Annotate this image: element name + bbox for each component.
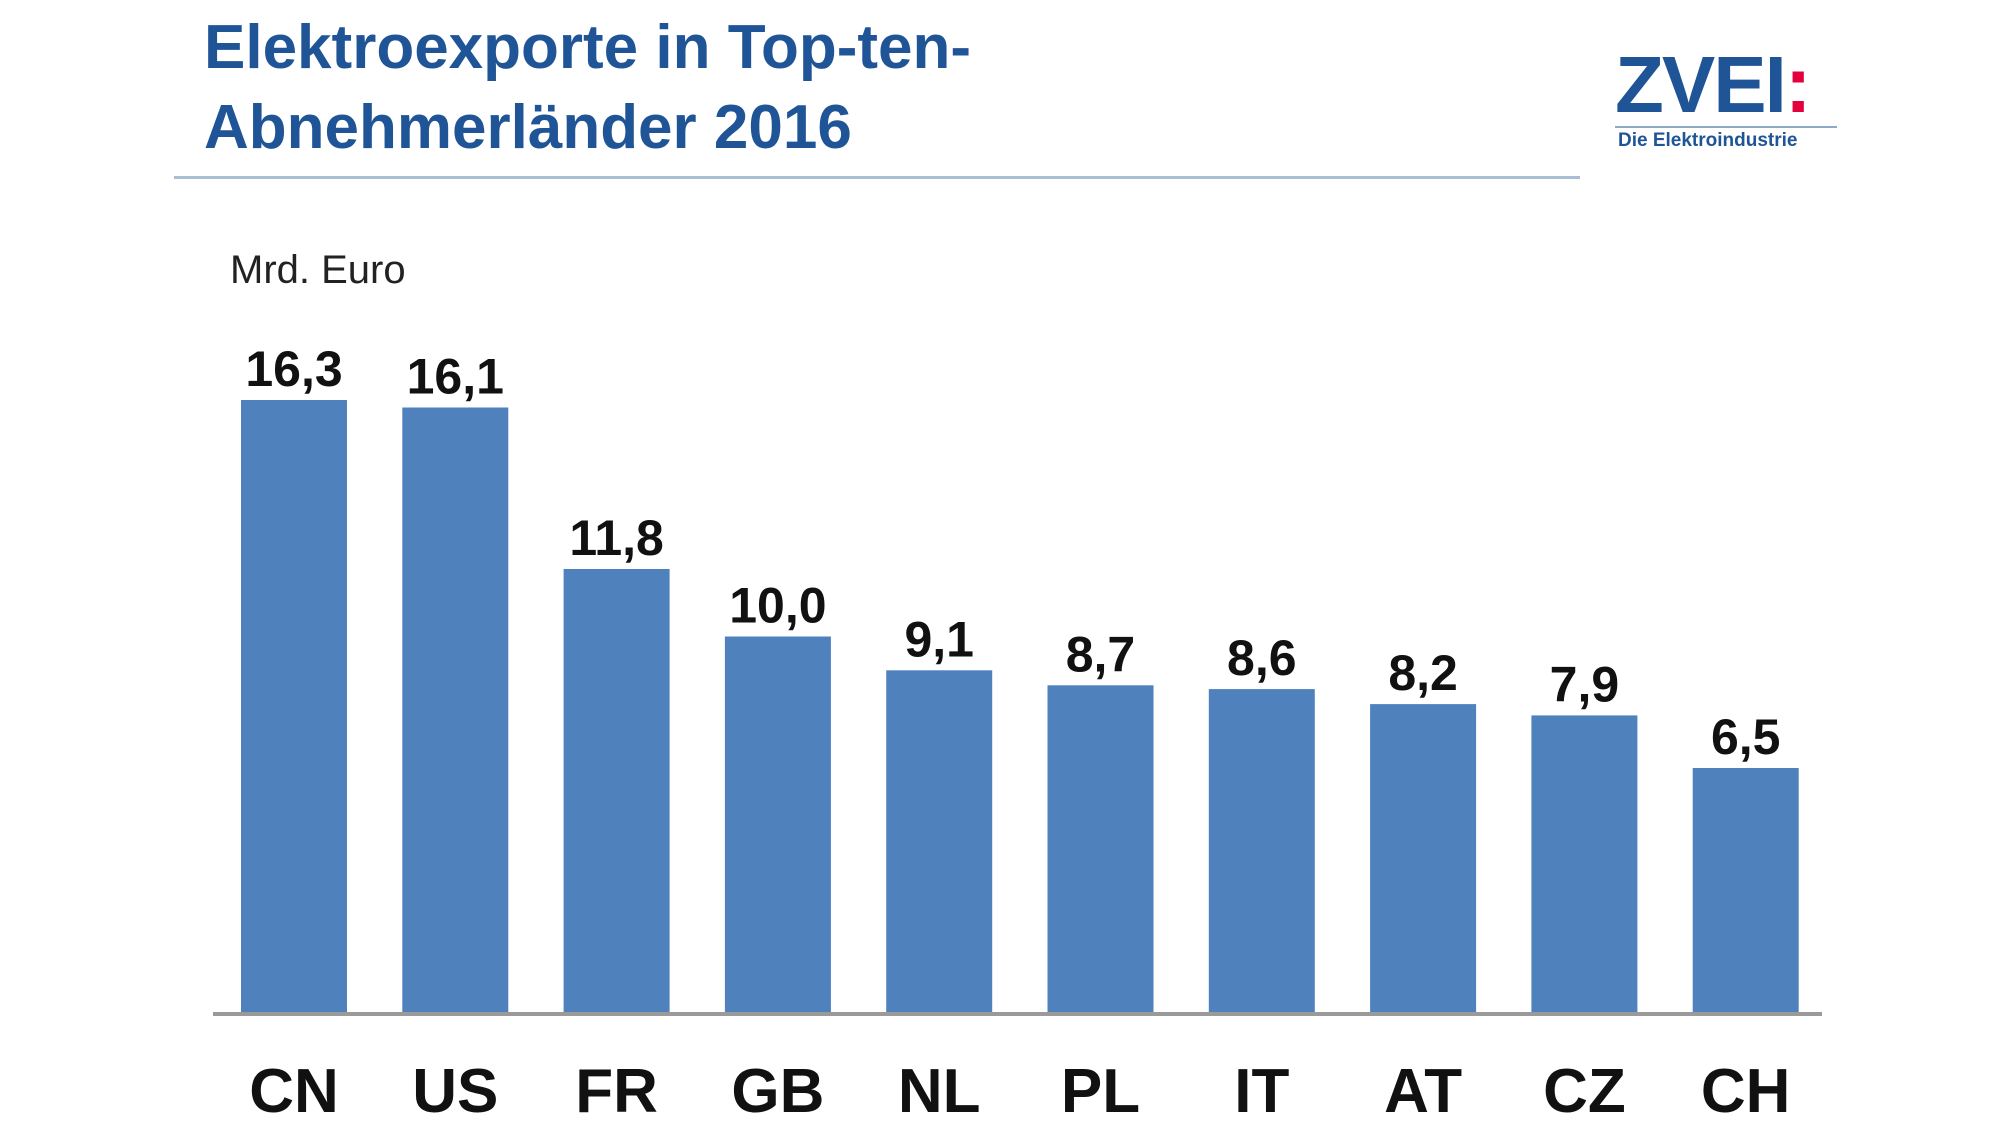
bar-gb — [724, 636, 831, 1012]
bar-ch — [1692, 768, 1799, 1012]
value-label-cn: 16,3 — [245, 341, 342, 397]
bar-fr — [563, 569, 670, 1012]
title-line-2: Abnehmerländer 2016 — [204, 93, 852, 162]
category-label-cn: CN — [249, 1057, 339, 1125]
category-label-at: AT — [1384, 1057, 1462, 1125]
value-label-cz: 7,9 — [1550, 656, 1620, 712]
bar-at — [1370, 704, 1477, 1012]
page-title: Elektroexporte in Top-ten- Abnehmerlände… — [204, 8, 1404, 168]
category-label-nl: NL — [898, 1057, 981, 1125]
value-label-ch: 6,5 — [1711, 709, 1781, 765]
bar-us — [402, 407, 509, 1012]
bar-cz — [1531, 715, 1638, 1012]
bar-nl — [886, 670, 993, 1012]
y-axis-unit-label: Mrd. Euro — [230, 248, 406, 292]
value-label-us: 16,1 — [407, 349, 504, 405]
category-label-it: IT — [1234, 1057, 1289, 1125]
category-label-us: US — [412, 1057, 498, 1125]
value-label-nl: 9,1 — [904, 611, 974, 667]
value-label-gb: 10,0 — [729, 578, 826, 634]
bar-it — [1208, 689, 1315, 1012]
logo-divider — [1615, 126, 1837, 128]
value-label-at: 8,2 — [1388, 645, 1458, 701]
value-label-fr: 11,8 — [569, 510, 664, 566]
value-labels-group: 16,3 16,1 11,8 10,0 9,1 8,7 8,6 8,2 7,9 6,5 — [245, 341, 1780, 765]
logo-mark-text: ZVEI: — [1615, 40, 1812, 129]
category-label-pl: PL — [1061, 1057, 1140, 1125]
logo-colon: : — [1784, 40, 1812, 129]
category-labels-group: CN US FR GB NL PL IT AT CZ CH — [249, 1057, 1790, 1125]
logo-mark: ZVEI: — [1615, 44, 1845, 126]
category-label-gb: GB — [731, 1057, 824, 1125]
bars-group — [241, 400, 1799, 1012]
logo-letters: ZVEI — [1615, 40, 1787, 129]
bar-cn — [241, 400, 347, 1012]
logo-tagline: Die Elektroindustrie — [1618, 130, 1798, 151]
value-label-pl: 8,7 — [1066, 626, 1136, 682]
title-divider — [174, 176, 1580, 179]
zvei-logo: ZVEI: Die Elektroindustrie — [1615, 44, 1845, 156]
bar-pl — [1047, 685, 1154, 1012]
category-label-cz: CZ — [1543, 1057, 1626, 1125]
value-label-it: 8,6 — [1227, 630, 1297, 686]
category-label-fr: FR — [575, 1057, 658, 1125]
title-line-1: Elektroexporte in Top-ten- — [204, 13, 972, 82]
category-label-ch: CH — [1701, 1057, 1791, 1125]
